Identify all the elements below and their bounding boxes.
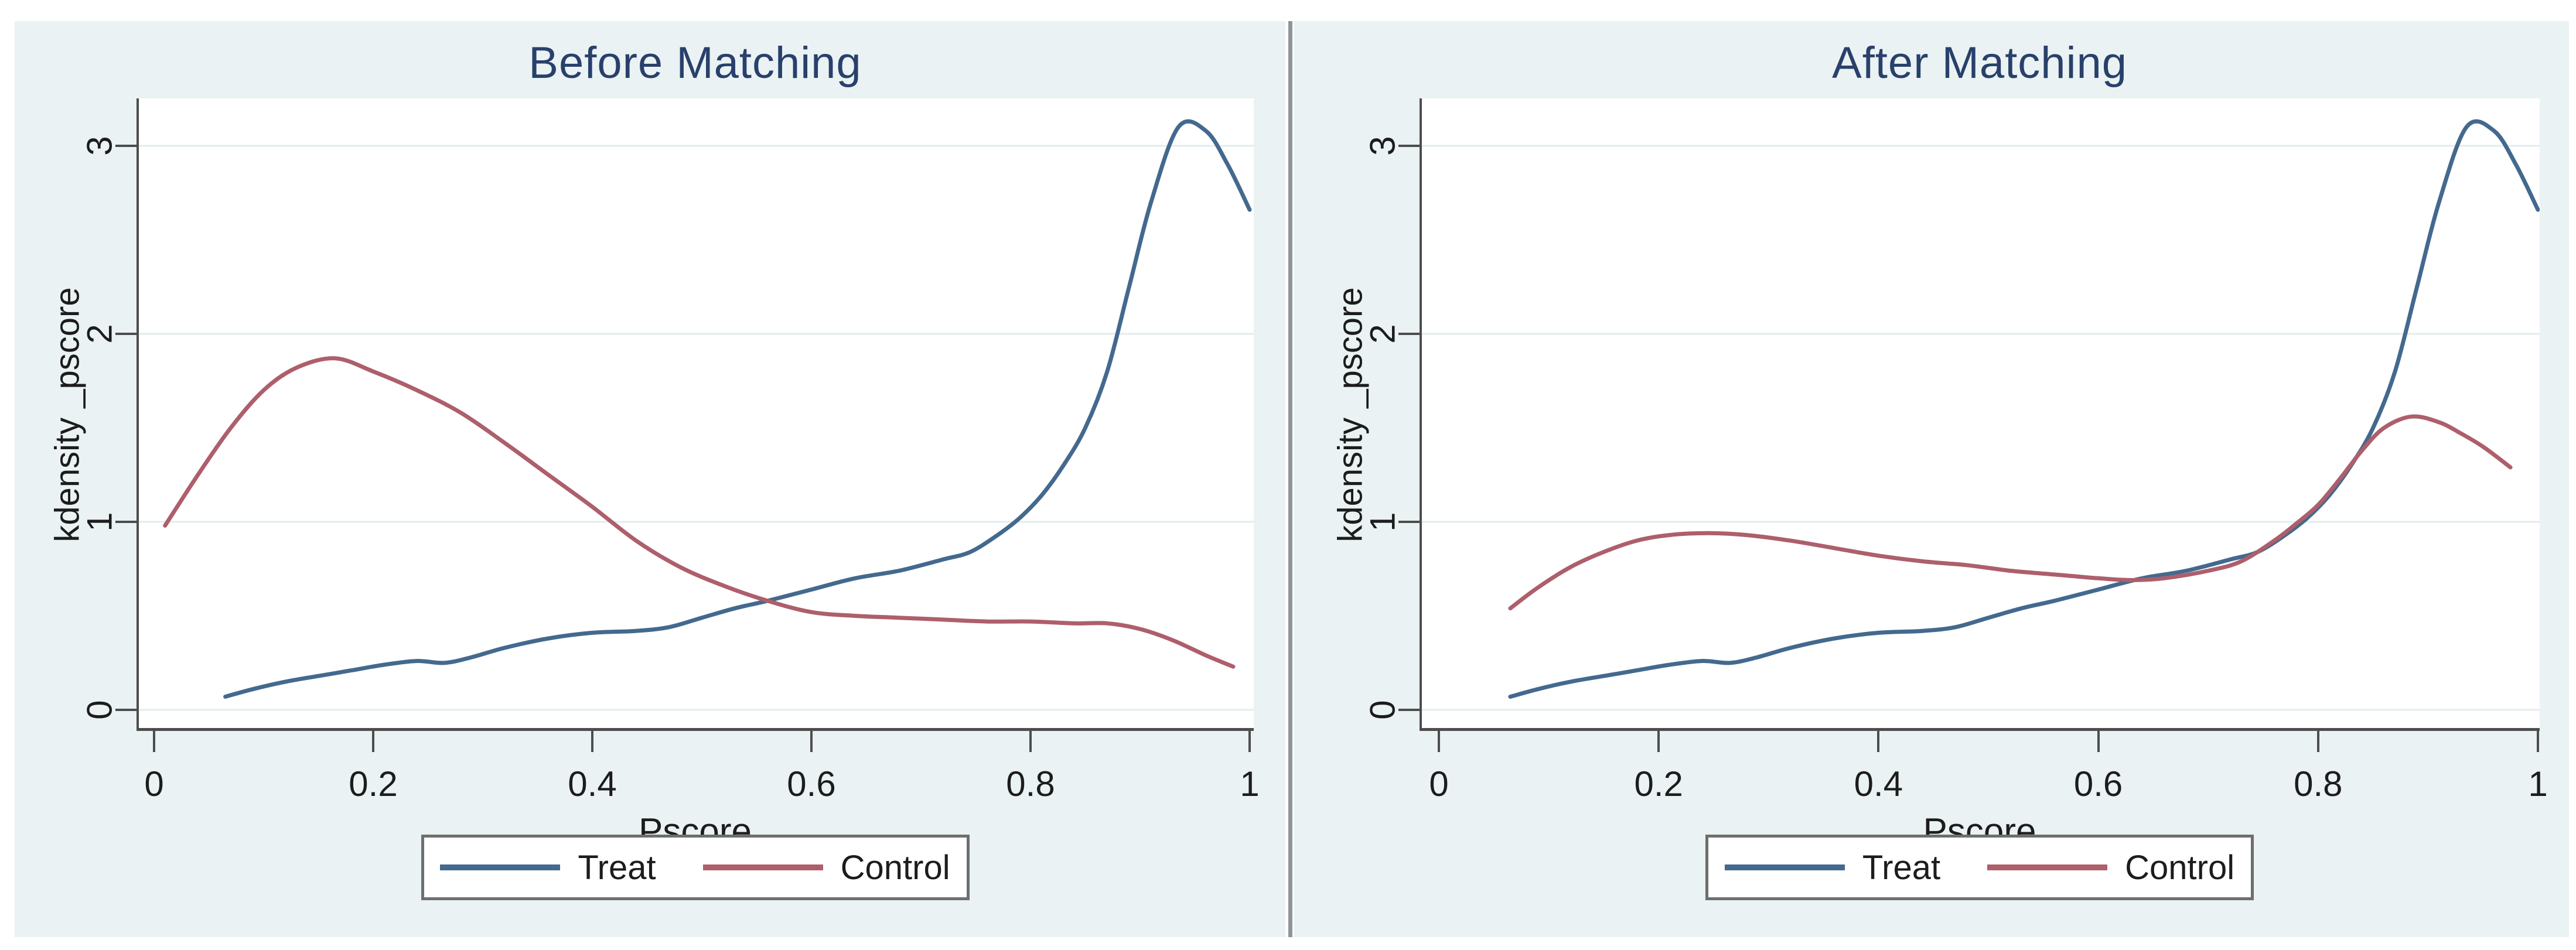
x-tick-label-0.4: 0.4 (1854, 764, 1903, 804)
legend: Treat Control (1705, 835, 2254, 900)
x-tick-label-0.2: 0.2 (349, 764, 398, 804)
x-tick-1 (1248, 731, 1251, 752)
plot-area (137, 98, 1254, 731)
treat-line-sample (440, 864, 561, 870)
y-tick-label-1: 1 (1363, 512, 1403, 532)
control-legend-label: Control (840, 848, 950, 887)
y-tick-2 (1398, 333, 1420, 335)
treat-legend-label: Treat (578, 848, 656, 887)
y-tick-3 (115, 145, 137, 147)
y-tick-3 (1398, 145, 1420, 147)
x-tick-0.6 (810, 731, 813, 752)
x-tick-label-0.2: 0.2 (1634, 764, 1683, 804)
treat-curve (1508, 119, 2540, 699)
control-line-sample (702, 864, 823, 870)
x-tick-label-0.8: 0.8 (1006, 764, 1055, 804)
panel-after-matching: After Matching kdensity _pscore Pscore T… (1294, 21, 2569, 937)
x-tick-label-0.6: 0.6 (2073, 764, 2123, 804)
density-plot-canvas (137, 98, 1254, 731)
x-tick-0 (1438, 731, 1440, 752)
legend: Treat Control (421, 835, 970, 900)
y-tick-label-2: 2 (80, 324, 120, 344)
legend-item-control: Control (702, 848, 950, 887)
treat-curve (223, 119, 1252, 699)
y-tick-label-1: 1 (80, 512, 120, 532)
y-tick-label-0: 0 (80, 700, 120, 720)
x-tick-0.6 (2097, 731, 2100, 752)
x-tick-label-1: 1 (2528, 764, 2548, 804)
control-legend-label: Control (2125, 848, 2235, 887)
y-tick-0 (115, 709, 137, 711)
panel-divider (1288, 21, 1292, 937)
x-tick-label-0: 0 (1429, 764, 1449, 804)
x-tick-1 (2537, 731, 2539, 752)
y-tick-1 (115, 521, 137, 523)
plot-area (1420, 98, 2540, 731)
y-tick-label-0: 0 (1363, 700, 1403, 720)
y-tick-label-3: 3 (1363, 136, 1403, 156)
x-tick-0.4 (591, 731, 593, 752)
x-tick-label-1: 1 (1240, 764, 1260, 804)
panel-title: Before Matching (528, 38, 862, 88)
x-tick-label-0: 0 (144, 764, 164, 804)
x-tick-label-0.4: 0.4 (568, 764, 617, 804)
treat-legend-label: Treat (1862, 848, 1941, 887)
x-tick-label-0.6: 0.6 (787, 764, 836, 804)
legend-item-treat: Treat (440, 848, 656, 887)
y-tick-2 (115, 333, 137, 335)
control-line-sample (1987, 864, 2108, 870)
x-tick-0.4 (1877, 731, 1880, 752)
legend-item-control: Control (1987, 848, 2234, 887)
x-tick-0.2 (372, 731, 374, 752)
x-tick-0.8 (1029, 731, 1032, 752)
control-curve (1508, 414, 2513, 611)
treat-line-sample (1724, 864, 1845, 870)
density-plot-canvas (1420, 98, 2540, 731)
y-tick-0 (1398, 709, 1420, 711)
y-tick-label-3: 3 (80, 136, 120, 156)
control-curve (163, 356, 1236, 669)
x-tick-0 (153, 731, 155, 752)
x-tick-0.8 (2316, 731, 2319, 752)
x-tick-label-0.8: 0.8 (2294, 764, 2343, 804)
x-tick-0.2 (1657, 731, 1660, 752)
panel-title: After Matching (1832, 38, 2127, 88)
y-tick-1 (1398, 521, 1420, 523)
legend-item-treat: Treat (1724, 848, 1941, 887)
y-tick-label-2: 2 (1363, 324, 1403, 344)
panel-before-matching: Before Matching kdensity _pscore Pscore … (15, 21, 1285, 937)
